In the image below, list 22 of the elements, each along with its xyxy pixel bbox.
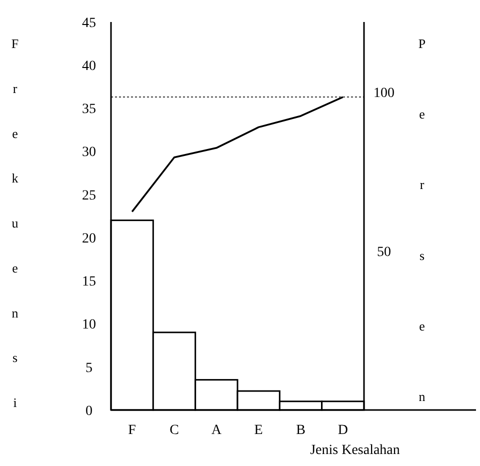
y-tick-label: 5 [86, 360, 92, 376]
x-tick-label: A [211, 423, 222, 438]
y-tick-label: 20 [82, 231, 96, 246]
x-axis-title: Jenis Kesalahan [310, 443, 400, 458]
y2-tick-label: 50 [377, 244, 391, 260]
y-tick-label: 25 [82, 188, 96, 204]
y2-tick-label: 100 [374, 86, 394, 101]
y-tick-label: 35 [82, 102, 96, 118]
x-tick-label: D [338, 423, 348, 438]
x-tick-label: B [296, 423, 306, 438]
y-tick-label: 0 [86, 404, 92, 419]
x-tick-label: E [254, 423, 263, 438]
y-tick-label: 45 [82, 16, 96, 31]
x-tick-label: C [170, 423, 179, 438]
y-axis-title: Frekuensi [8, 36, 22, 440]
y-tick-label: 30 [82, 145, 96, 160]
y-tick-label: 40 [82, 59, 96, 74]
y-tick-label: 15 [82, 274, 96, 290]
y-tick-label: 10 [82, 318, 96, 333]
line-series [131, 96, 344, 213]
y2-axis-title: Persen [414, 36, 430, 460]
x-tick-label: F [128, 423, 136, 438]
